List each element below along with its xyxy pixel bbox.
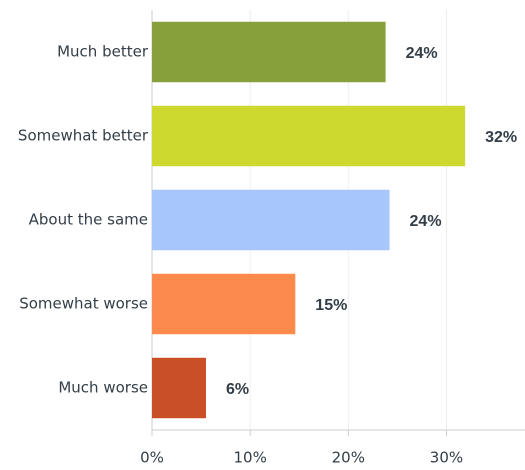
y-tick-label: Somewhat better (18, 127, 149, 145)
value-label: 6% (226, 381, 249, 398)
value-label: 32% (485, 129, 517, 146)
bar (152, 105, 466, 167)
bar (152, 273, 296, 335)
x-tick-label: 0% (140, 449, 164, 467)
x-tick-label: 10% (233, 449, 266, 467)
x-tick-label: 20% (332, 449, 365, 467)
bar (152, 21, 386, 83)
y-tick-label: About the same (29, 211, 148, 229)
bar (152, 357, 206, 419)
bar (152, 189, 390, 251)
y-tick-label: Much worse (58, 379, 148, 397)
y-tick-label: Much better (57, 43, 149, 61)
y-tick-label: Somewhat worse (19, 295, 148, 313)
value-label: 24% (410, 213, 442, 230)
value-label: 24% (406, 45, 438, 62)
x-tick-label: 30% (430, 449, 463, 467)
value-label: 15% (315, 297, 347, 314)
